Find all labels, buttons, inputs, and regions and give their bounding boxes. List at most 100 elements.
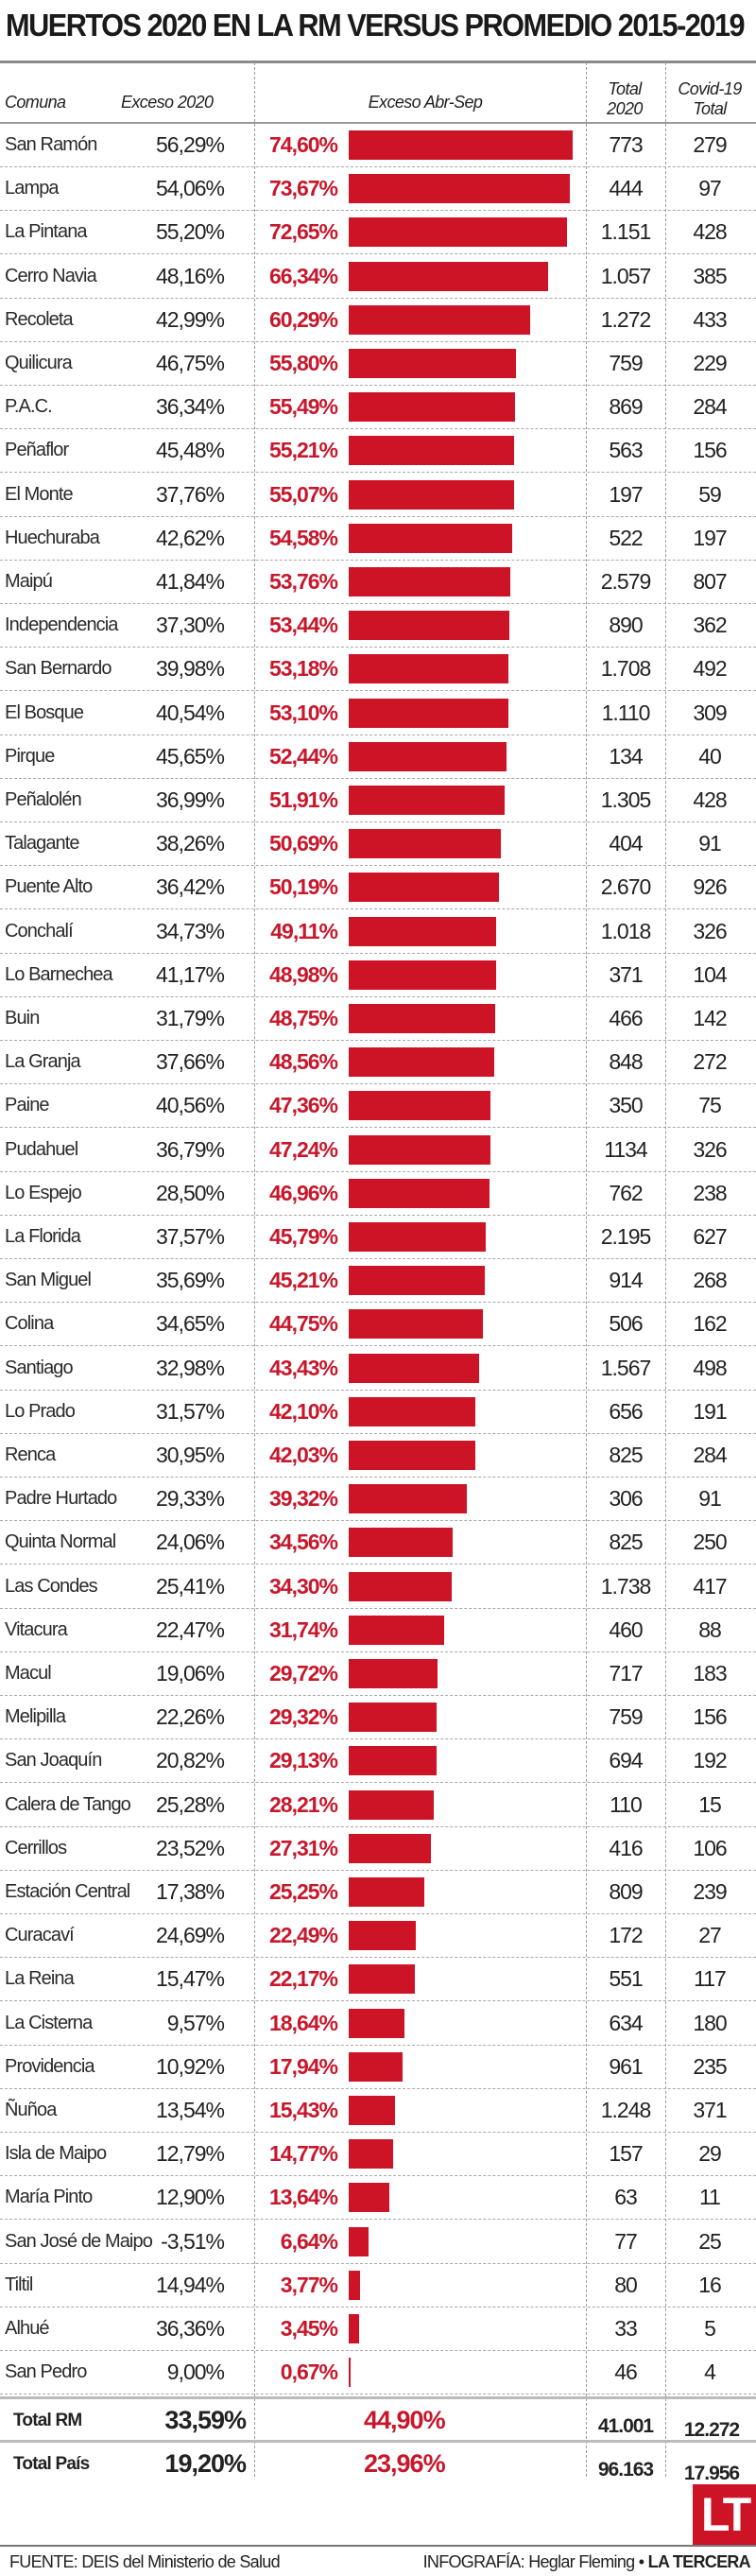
comuna-name: Ñuñoa — [5, 2100, 57, 2120]
exceso-2020-value: 14,94% — [155, 2272, 225, 2297]
exceso-2020-value: 9,57% — [166, 2010, 225, 2035]
table-row: Recoleta 42,99% 60,29% 1.272 433 — [0, 299, 756, 342]
bar-exceso-abr-sep — [349, 2314, 359, 2343]
exceso-abr-sep-label: 34,30% — [268, 1573, 338, 1599]
exceso-2020-value: 41,17% — [155, 961, 225, 987]
exceso-abr-sep-label: 45,21% — [268, 1268, 338, 1293]
bar-exceso-abr-sep — [349, 392, 516, 423]
exceso-2020-value: 41,84% — [155, 569, 225, 594]
total-2020-value: 1.110 — [601, 700, 651, 725]
totals-exceso-2020: 19,20% — [164, 2449, 247, 2479]
comuna-name: Colina — [5, 1313, 54, 1335]
total-2020-value: 759 — [609, 351, 643, 375]
exceso-abr-sep-label: 66,34% — [268, 263, 338, 288]
bar-exceso-abr-sep — [349, 1396, 475, 1426]
header-covid-line1: Covid-19 — [678, 79, 742, 98]
bar-exceso-abr-sep — [349, 130, 573, 160]
bar-exceso-abr-sep — [349, 1703, 438, 1733]
exceso-2020-value: 45,65% — [155, 743, 225, 769]
header-covid-line2: Total — [693, 99, 727, 118]
total-2020-value: 404 — [609, 831, 643, 856]
exceso-2020-value: 15,47% — [155, 1966, 225, 1992]
table-row: La Cisterna 9,57% 18,64% 634 180 — [0, 2002, 756, 2046]
comuna-name: Vitacura — [5, 1618, 68, 1640]
exceso-2020-value: 32,98% — [155, 1355, 225, 1380]
exceso-abr-sep-label: 54,58% — [268, 525, 338, 550]
total-2020-value: 306 — [609, 1486, 643, 1512]
exceso-2020-value: 56,29% — [155, 132, 225, 157]
comuna-name: Lo Prado — [5, 1400, 76, 1422]
covid-total-value: 197 — [693, 525, 727, 550]
table-row: La Pintana 55,20% 72,65% 1.151 428 — [0, 211, 756, 255]
exceso-abr-sep-label: 55,80% — [268, 351, 338, 375]
header-exceso-2020: Exceso 2020 — [121, 93, 214, 112]
header-total-2020-line2: 2020 — [607, 99, 643, 118]
exceso-2020-value: 37,57% — [155, 1224, 225, 1249]
exceso-abr-sep-label: 44,75% — [268, 1311, 338, 1337]
bar-exceso-abr-sep — [349, 1353, 479, 1383]
exceso-abr-sep-label: 48,98% — [268, 961, 338, 987]
comuna-name: Quinta Normal — [5, 1531, 116, 1553]
bar-exceso-abr-sep — [349, 523, 513, 553]
total-2020-value: 46 — [614, 2360, 638, 2385]
exceso-2020-value: 36,99% — [155, 787, 225, 812]
covid-total-value: 807 — [693, 569, 727, 594]
comuna-name: El Monte — [5, 483, 74, 505]
covid-total-value: 433 — [693, 306, 727, 332]
header-comuna: Comuna — [5, 93, 66, 112]
total-2020-value: 80 — [614, 2272, 638, 2297]
covid-total-value: 492 — [693, 656, 727, 682]
total-2020-value: 1.018 — [600, 918, 652, 943]
totals-exceso-2020: 33,59% — [164, 2406, 247, 2435]
totals-covid: 12.272 — [683, 2419, 740, 2442]
total-2020-value: 914 — [609, 1268, 643, 1293]
comuna-name: La Pintana — [5, 221, 88, 243]
exceso-abr-sep-label: 53,18% — [268, 656, 338, 682]
bar-exceso-abr-sep — [349, 1615, 444, 1645]
exceso-2020-value: -3,51% — [161, 2228, 225, 2254]
comuna-name: Pirque — [5, 745, 55, 767]
table-row: La Granja 37,66% 48,56% 848 272 — [0, 1041, 756, 1085]
covid-total-value: 362 — [693, 613, 727, 638]
totals-total-2020: 96.163 — [597, 2459, 654, 2481]
bar-exceso-abr-sep — [349, 436, 515, 466]
column-divider — [665, 62, 666, 2477]
exceso-abr-sep-label: 18,64% — [268, 2010, 338, 2035]
exceso-2020-value: 55,20% — [155, 219, 225, 245]
bar-exceso-abr-sep — [349, 873, 500, 903]
total-2020-value: 890 — [609, 613, 643, 638]
comuna-name: Peñalolén — [5, 789, 82, 810]
exceso-abr-sep-label: 15,43% — [268, 2098, 338, 2122]
total-2020-value: 63 — [614, 2185, 638, 2210]
bar-exceso-abr-sep — [349, 1004, 495, 1033]
header-total-2020: Total 2020 — [592, 79, 658, 119]
bar-exceso-abr-sep — [349, 2096, 396, 2125]
comuna-name: Puente Alto — [5, 876, 93, 898]
table-row: Paine 40,56% 47,36% 350 75 — [0, 1084, 756, 1129]
total-2020-value: 1.151 — [600, 219, 652, 245]
exceso-2020-value: 22,26% — [155, 1704, 225, 1730]
totals-exceso-abr-sep: 44,90% — [364, 2406, 446, 2435]
covid-total-value: 239 — [693, 1879, 727, 1904]
total-2020-value: 773 — [609, 132, 643, 157]
covid-total-value: 191 — [693, 1398, 727, 1424]
exceso-abr-sep-label: 31,74% — [268, 1616, 338, 1642]
table-row: Las Condes 25,41% 34,30% 1.738 417 — [0, 1565, 756, 1609]
bar-exceso-abr-sep — [349, 2270, 360, 2300]
comuna-name: Macul — [5, 1663, 52, 1684]
exceso-abr-sep-label: 13,64% — [268, 2185, 338, 2210]
table-row: Conchalí 34,73% 49,11% 1.018 326 — [0, 910, 756, 954]
total-2020-value: 848 — [609, 1049, 643, 1075]
covid-total-value: 926 — [693, 874, 727, 900]
total-2020-value: 1.567 — [600, 1355, 652, 1380]
table-row: Huechuraba 42,62% 54,58% 522 197 — [0, 517, 756, 561]
comuna-name: Estación Central — [5, 1881, 130, 1902]
total-2020-value: 77 — [614, 2228, 638, 2254]
total-2020-value: 157 — [609, 2141, 643, 2167]
total-2020-value: 371 — [609, 961, 643, 987]
exceso-2020-value: 24,06% — [155, 1530, 225, 1555]
table-row: Curacaví 24,69% 22,49% 172 27 — [0, 1914, 756, 1959]
table-row: Isla de Maipo 12,79% 14,77% 157 29 — [0, 2133, 756, 2177]
column-divider — [586, 62, 587, 2477]
comuna-name: Huechuraba — [5, 527, 100, 548]
